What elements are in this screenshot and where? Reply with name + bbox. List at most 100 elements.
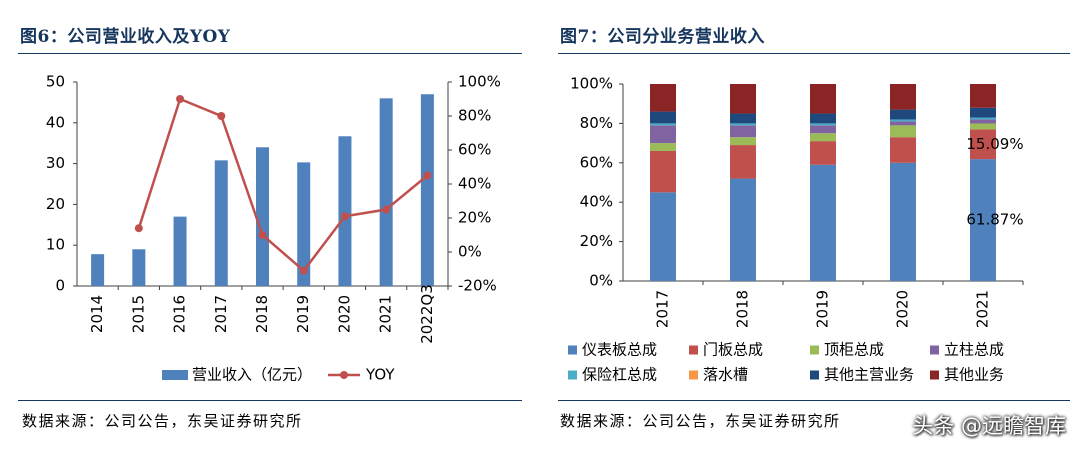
yoy-point [258, 231, 267, 239]
left-y-tick-label: 10 [46, 236, 65, 254]
left-y-tick-label: 50 [46, 73, 65, 91]
legend-swatch [568, 370, 577, 380]
stacked-segment [970, 159, 996, 281]
stacked-segment [810, 123, 836, 126]
stacked-segment [730, 113, 756, 124]
data-label: 15.09% [966, 135, 1023, 153]
yoy-point [423, 171, 432, 180]
stacked-segment [890, 125, 916, 138]
y-tick-label: 60% [580, 153, 613, 171]
figure-7-panel: 图7：公司分业务营业收入 0% 20% 40% 60% 80% 100% 2017 2018 2… [550, 0, 1080, 460]
legend-label: 其他业务 [944, 366, 1004, 384]
revenue-bar [91, 254, 105, 286]
stacked-segment [650, 125, 676, 144]
legend-label: 其他主营业务 [824, 366, 914, 384]
left-y-tick-label: 20 [46, 195, 65, 213]
x-tick-label: 2014 [88, 295, 106, 333]
stacked-segment [810, 113, 836, 124]
x-tick-label: 2019 [294, 295, 312, 333]
stacked-segment [810, 125, 836, 134]
legend-swatch [930, 345, 939, 355]
stacked-segment [730, 123, 756, 126]
legend-label: 顶柜总成 [824, 341, 884, 359]
y-tick-label: 20% [580, 232, 613, 250]
figure-7-source: 数据来源：公司公告，东吴证券研究所 [560, 412, 841, 430]
stacked-segment [890, 121, 916, 126]
stacked-segment [730, 178, 756, 281]
figure-6-top-rule [18, 53, 522, 54]
x-tick-label: 2021 [974, 290, 992, 328]
legend-label: 仪表板总成 [582, 341, 657, 359]
right-y-tick-label: 0% [458, 243, 482, 261]
yoy-point [382, 205, 391, 214]
stacked-segment [810, 141, 836, 165]
revenue-bar [338, 136, 352, 286]
x-tick-label: 2021 [377, 295, 395, 333]
x-tick-label: 2022Q3 [418, 284, 436, 344]
stacked-segment [970, 84, 996, 108]
x-tick-label: 2018 [253, 295, 271, 333]
revenue-bar [214, 160, 228, 286]
x-tick-label: 2017 [654, 290, 672, 328]
watermark: 头条 @远瞻智库 [912, 414, 1066, 438]
left-y-tick-label: 0 [55, 277, 65, 295]
figure-6-title: 图6：公司营业收入及YOY [20, 27, 231, 47]
stacked-segment [970, 107, 996, 118]
stacked-segment [890, 137, 916, 163]
legend-label-yoy: YOY [365, 366, 395, 384]
stacked-segment [650, 84, 676, 112]
x-tick-label: 2016 [171, 295, 189, 333]
stacked-segment [970, 123, 996, 130]
y-tick-label: 40% [580, 193, 613, 211]
legend-label: 立柱总成 [944, 341, 1004, 359]
legend-swatch [568, 345, 577, 355]
yoy-point [176, 95, 185, 103]
stacked-segment [730, 145, 756, 179]
x-tick-label: 2015 [129, 295, 147, 333]
right-y-tick-label: 60% [458, 141, 491, 159]
stacked-segment [650, 123, 676, 126]
x-tick-label: 2018 [734, 290, 752, 328]
right-y-tick-label: 80% [458, 107, 491, 125]
stacked-segment [810, 84, 836, 114]
data-label: 61.87% [966, 211, 1023, 229]
figure-7-title: 图7：公司分业务营业收入 [560, 27, 765, 47]
left-y-tick-label: 30 [46, 154, 65, 172]
revenue-bar [379, 98, 393, 286]
legend-label-revenue: 营业收入（亿元） [192, 366, 312, 384]
stacked-segment [650, 150, 676, 193]
right-y-tick-label: 40% [458, 175, 491, 193]
legend-swatch [689, 370, 698, 380]
revenue-yoy-chart: 0 10 20 30 40 50 -20% 0% 20% 40% 60% 80% 100% 2014 201… [46, 73, 501, 384]
stacked-segment [650, 192, 676, 281]
y-tick-label: 0% [589, 272, 613, 290]
x-tick-label: 2017 [212, 295, 230, 333]
x-tick-label: 2020 [335, 295, 353, 333]
stacked-segment [730, 125, 756, 138]
x-tick-label: 2019 [814, 290, 832, 328]
stacked-segment [730, 84, 756, 114]
legend-swatch-revenue [162, 370, 188, 380]
revenue-bar [173, 216, 187, 286]
figure-6-panel: 图6：公司营业收入及YOY 0 10 20 30 40 50 -20% 0% 20% 40% 60%… [0, 0, 530, 460]
stacked-segment [890, 109, 916, 120]
yoy-point [340, 212, 349, 221]
stacked-segment [970, 119, 996, 124]
stacked-segment [970, 129, 996, 160]
legend-swatch [689, 345, 698, 355]
stacked-segment [890, 119, 916, 122]
y-tick-label: 80% [580, 114, 613, 132]
legend-label: 落水槽 [703, 366, 748, 384]
legend-swatch [930, 370, 939, 380]
revenue-bar [132, 249, 146, 286]
figure-6-bottom-rule [18, 400, 522, 401]
y-tick-label: 100% [570, 75, 613, 93]
legend-label: 保险杠总成 [582, 366, 657, 384]
x-tick-label: 2020 [894, 290, 912, 328]
revenue-bar [256, 147, 269, 286]
stacked-segment [810, 164, 836, 281]
figure-6-source: 数据来源：公司公告，东吴证券研究所 [22, 412, 303, 430]
legend-swatch [810, 345, 819, 355]
yoy-point [134, 224, 143, 233]
stacked-segment [890, 162, 916, 281]
